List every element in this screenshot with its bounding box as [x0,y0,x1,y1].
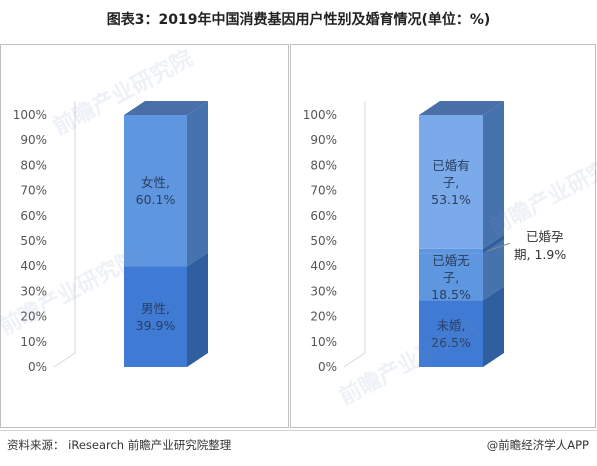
y-tick-label: 40% [20,259,47,273]
bar-segment [124,115,187,267]
y-tick-label: 30% [310,284,337,298]
y-tick-label: 100% [13,108,47,122]
source-note: 资料来源： iResearch 前瞻产业研究院整理 [7,438,232,452]
footer-divider [0,430,597,431]
y-tick-label: 100% [303,108,337,122]
y-tick-label: 90% [310,133,337,147]
data-label: 女性, [141,175,170,190]
y-tick-label: 50% [20,234,47,248]
data-label: 60.1% [136,192,176,207]
leader-line [486,242,511,252]
data-label: 已婚无 [432,253,470,268]
y-tick-label: 0% [28,360,47,374]
bar-segment-side [483,239,504,301]
data-label: 子, [443,175,459,190]
y-tick-label: 70% [20,184,47,198]
bar-top-face [124,101,208,115]
data-label: 26.5% [431,335,471,350]
bar-segment-side [483,286,504,367]
gender-chart-panel: 0% 10% 20% 30% 40% 50% 60% 70% 80% 90% 100% 男性, 39.9… [0,44,289,428]
axis-wall [53,101,76,368]
axis-wall [343,101,366,368]
marital-chart: 0% 10% 20% 30% 40% 50% 60% 70% 80% 90% 100% 未婚, 26.5… [303,101,566,374]
y-tick-label: 60% [310,209,337,223]
data-label: 已婚有 [432,158,470,173]
data-label: 子, [443,270,459,285]
y-tick-label: 60% [20,209,47,223]
bar-top-face [419,101,504,115]
y-tick-label: 20% [20,310,47,324]
brand-credit: @前瞻经济学人APP [486,438,589,452]
bar-segment-side [187,252,208,367]
data-label: 18.5% [431,287,471,302]
marital-chart-panel: 0% 10% 20% 30% 40% 50% 60% 70% 80% 90% 100% 未婚, 26.5… [290,44,597,428]
data-label: 男性, [141,301,170,316]
y-tick-label: 10% [20,335,47,349]
bar-segment-side [483,101,504,249]
data-label: 53.1% [431,192,471,207]
y-tick-label: 40% [310,259,337,273]
y-tick-label: 0% [318,360,337,374]
chart-title: 图表3：2019年中国消费基因用户性别及婚育情况(单位：%) [106,12,491,28]
y-tick-label: 70% [310,184,337,198]
bar-segment-side [483,234,504,254]
bar-segment [419,248,483,254]
data-label: 39.9% [136,318,176,333]
y-tick-label: 80% [310,158,337,172]
y-tick-label: 90% [20,133,47,147]
data-label: 未婚, [437,318,466,333]
y-tick-label: 30% [20,284,47,298]
gender-chart: 0% 10% 20% 30% 40% 50% 60% 70% 80% 90% 100% 男性, 39.9… [13,101,208,374]
y-tick-label: 50% [310,234,337,248]
y-tick-label: 10% [310,335,337,349]
data-label: 期, 1.9% [514,247,566,262]
data-label: 已婚孕 [526,229,564,244]
bar-segment [419,115,483,249]
y-tick-label: 80% [20,158,47,172]
bar-segment [419,253,483,301]
bar-segment [124,266,187,367]
bar-segment-side [187,101,208,267]
bar-segment [419,300,483,367]
y-tick-label: 20% [310,310,337,324]
